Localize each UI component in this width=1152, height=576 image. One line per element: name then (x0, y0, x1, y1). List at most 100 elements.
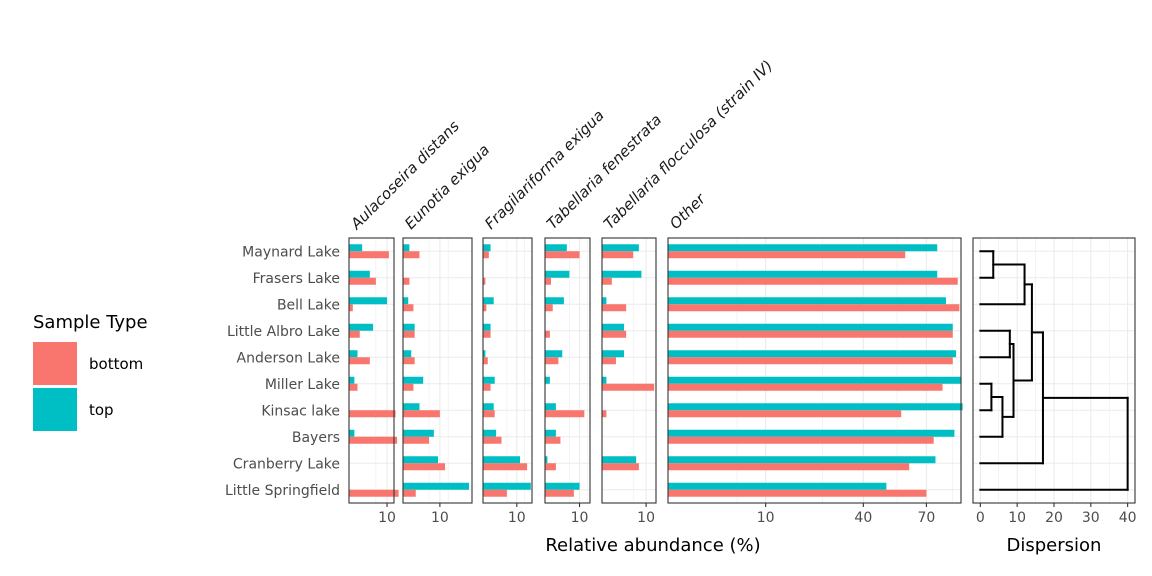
legend: Sample Type bottom top (33, 312, 148, 431)
panel-border (544, 237, 591, 504)
bar-top (545, 350, 563, 358)
bar-top (483, 456, 521, 464)
bar-top (483, 350, 486, 358)
lake-label: Little Albro Lake (227, 324, 340, 340)
lake-label: Maynard Lake (242, 244, 340, 260)
bar-bottom (602, 357, 616, 365)
lake-label: Miller Lake (265, 377, 340, 393)
bar-top (349, 323, 374, 331)
bar-top (403, 429, 434, 437)
panel-5: 10 40 70 Other (666, 189, 963, 526)
x-tick-label: 20 (1045, 510, 1063, 526)
x-tick-label: 40 (854, 510, 872, 526)
panel-border (667, 237, 962, 504)
bar-top (483, 297, 494, 305)
bar-bottom (545, 436, 561, 444)
bar-bottom (349, 436, 398, 444)
taxon-label: Tabellaria fenestrata (543, 111, 665, 233)
bar-top (545, 456, 548, 464)
bar-bottom (349, 357, 370, 365)
lake-label: Anderson Lake (237, 350, 341, 366)
bar-bottom (545, 330, 550, 338)
bar-bottom (349, 304, 353, 312)
bar-top (668, 297, 946, 305)
bar-bottom (545, 277, 551, 285)
bar-top (403, 482, 469, 490)
bar-bottom (602, 277, 612, 285)
bar-bottom (403, 251, 420, 259)
bar-bottom (602, 463, 639, 471)
bar-bottom (668, 489, 927, 497)
bar-bottom (403, 330, 415, 338)
x-tick-label: 30 (1082, 510, 1100, 526)
bar-bottom (602, 304, 627, 312)
bar-top (403, 350, 412, 358)
lake-label: Bell Lake (277, 297, 340, 313)
bar-top (545, 270, 570, 278)
x-tick-label: 40 (1119, 510, 1137, 526)
bar-top (483, 429, 497, 437)
bar-bottom (483, 357, 488, 365)
panel-border (482, 237, 533, 504)
bar-top (545, 403, 556, 411)
bar-top (545, 429, 556, 437)
bar-top (602, 297, 607, 305)
bar-bottom (403, 463, 446, 471)
bar-top (545, 482, 580, 490)
bar-bottom (545, 489, 574, 497)
lake-label: Little Springfield (225, 483, 340, 499)
bar-top (602, 376, 607, 384)
bar-bottom (483, 251, 489, 259)
bar-top (349, 244, 363, 252)
bar-bottom (483, 304, 487, 312)
bar-top (668, 270, 938, 278)
bar-bottom (403, 304, 414, 312)
lake-label: Kinsac lake (261, 403, 340, 419)
bar-bottom (602, 251, 634, 259)
bar-top (483, 244, 491, 252)
bar-bottom (545, 410, 585, 418)
bar-bottom (668, 277, 958, 285)
x-tick-label: 0 (976, 510, 985, 526)
bar-top (403, 376, 424, 384)
taxon-label: Fragilariforma exigua (481, 106, 608, 233)
bar-bottom (403, 357, 415, 365)
bar-bottom (668, 410, 902, 418)
bar-bottom (483, 463, 528, 471)
bar-top (668, 323, 953, 331)
x-tick-label: 10 (757, 510, 775, 526)
bar-top (668, 403, 963, 411)
bar-top (602, 244, 639, 252)
legend-title: Sample Type (33, 312, 148, 333)
bar-bottom (668, 436, 934, 444)
bar-bottom (668, 304, 960, 312)
bar-top (545, 297, 564, 305)
bar-bottom (483, 330, 491, 338)
bar-bottom (403, 410, 440, 418)
panel-border (601, 237, 657, 504)
bar-top (403, 297, 409, 305)
bar-bottom (668, 463, 910, 471)
x-tick-label: 10 (571, 510, 589, 526)
bar-top (483, 482, 531, 490)
legend-label-bottom: bottom (89, 355, 143, 373)
bar-top (602, 270, 642, 278)
bar-top (545, 376, 550, 384)
bar-bottom (483, 277, 486, 285)
bar-bottom (483, 410, 495, 418)
x-tick-label: 10 (431, 510, 449, 526)
bar-top (483, 323, 491, 331)
dendrogram-axis-title: Dispersion (1007, 535, 1102, 556)
bar-bottom (349, 489, 399, 497)
bar-bottom (403, 489, 416, 497)
bar-bottom (403, 277, 410, 285)
bar-top (602, 456, 637, 464)
bar-top (349, 376, 355, 384)
bar-top (602, 323, 625, 331)
bar-bottom (349, 410, 396, 418)
bar-bottom (483, 489, 507, 497)
